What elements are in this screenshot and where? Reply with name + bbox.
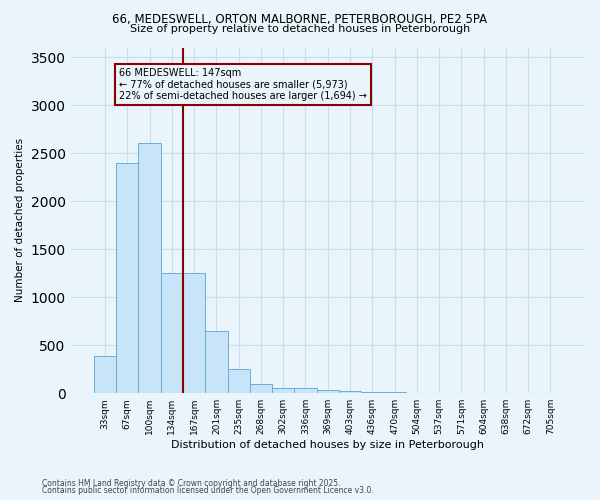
- Bar: [205, 331, 227, 393]
- Bar: [272, 388, 295, 393]
- Bar: [161, 273, 183, 393]
- Bar: [116, 162, 139, 393]
- Bar: [383, 392, 406, 393]
- Bar: [139, 142, 161, 393]
- Bar: [94, 356, 116, 393]
- Bar: [361, 392, 383, 393]
- X-axis label: Distribution of detached houses by size in Peterborough: Distribution of detached houses by size …: [171, 440, 484, 450]
- Text: Contains public sector information licensed under the Open Government Licence v3: Contains public sector information licen…: [42, 486, 374, 495]
- Bar: [227, 368, 250, 393]
- Text: 66, MEDESWELL, ORTON MALBORNE, PETERBOROUGH, PE2 5PA: 66, MEDESWELL, ORTON MALBORNE, PETERBORO…: [112, 12, 488, 26]
- Bar: [295, 388, 317, 393]
- Text: Size of property relative to detached houses in Peterborough: Size of property relative to detached ho…: [130, 24, 470, 34]
- Bar: [317, 390, 339, 393]
- Bar: [183, 273, 205, 393]
- Text: 66 MEDESWELL: 147sqm
← 77% of detached houses are smaller (5,973)
22% of semi-de: 66 MEDESWELL: 147sqm ← 77% of detached h…: [119, 68, 367, 101]
- Y-axis label: Number of detached properties: Number of detached properties: [15, 138, 25, 302]
- Bar: [339, 390, 361, 393]
- Text: Contains HM Land Registry data © Crown copyright and database right 2025.: Contains HM Land Registry data © Crown c…: [42, 478, 341, 488]
- Bar: [250, 384, 272, 393]
